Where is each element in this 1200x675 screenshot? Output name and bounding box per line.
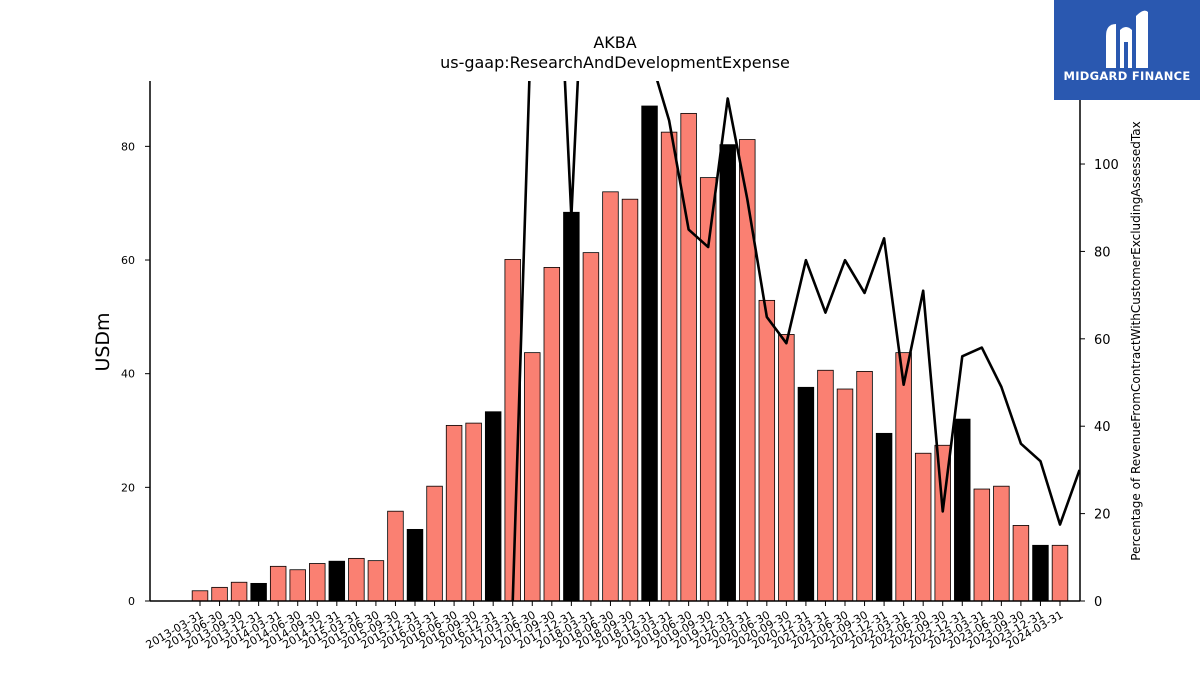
bar [484,411,502,601]
bar [739,139,756,601]
bar [445,424,463,601]
bar [817,369,834,601]
bar [230,581,248,601]
bar [719,144,736,601]
bar [680,112,697,601]
line-layer [511,81,1080,601]
bar [836,388,854,601]
bar [797,386,815,601]
bar [406,528,424,601]
bar [1051,544,1069,601]
midgard-logo-icon [1106,10,1148,68]
bar [524,352,541,601]
bar [289,569,306,601]
bar [875,432,893,601]
bar [328,560,346,601]
bar [954,418,971,601]
bar [621,198,639,601]
bar [1032,544,1049,601]
y2-tick-label: 0 [1094,595,1102,610]
bar [660,131,678,601]
bar [758,299,776,601]
y2-tick-label: 60 [1094,333,1111,348]
y2-tick-label: 80 [1094,245,1111,260]
bar [699,177,717,601]
bar [309,563,326,601]
bar [582,252,600,601]
bar [914,452,932,601]
brand-logo: MIDGARD FINANCE [1054,0,1200,100]
bar [563,211,580,601]
bar [973,488,991,601]
bar [1012,525,1030,601]
bar [367,560,385,601]
bar [211,586,228,601]
bar [426,485,443,601]
y2-axis-label: Percentage of RevenueFromContractWithCus… [1129,121,1143,560]
y2-tick-label: 100 [1094,158,1119,173]
chart-subtitle: us-gaap:ResearchAndDevelopmentExpense [440,53,790,72]
brand-logo-text: MIDGARD FINANCE [1063,69,1191,83]
y-tick-label: 80 [121,140,135,153]
bar [348,557,365,601]
y-tick-label: 0 [128,595,135,608]
chart-title: AKBA [593,33,636,52]
bar [993,485,1010,601]
bars-layer [191,105,1069,601]
axes: 0204060800204060801002013-03-312013-06-3… [121,81,1119,652]
bar [641,105,658,601]
y-tick-label: 60 [121,254,135,267]
bar [778,334,795,601]
bar [250,582,267,601]
bar [895,352,912,601]
y2-tick-label: 20 [1094,508,1111,523]
bar [543,266,561,601]
bar [269,565,287,601]
bar [465,422,482,601]
y-axis-label: USDm [92,312,114,371]
ratio-line [511,81,1080,601]
bar [856,370,873,601]
y-tick-label: 40 [121,368,135,381]
y2-tick-label: 40 [1094,420,1111,435]
bar [602,191,619,601]
bar [191,590,209,601]
bar [387,510,404,601]
y-tick-label: 20 [121,481,135,494]
